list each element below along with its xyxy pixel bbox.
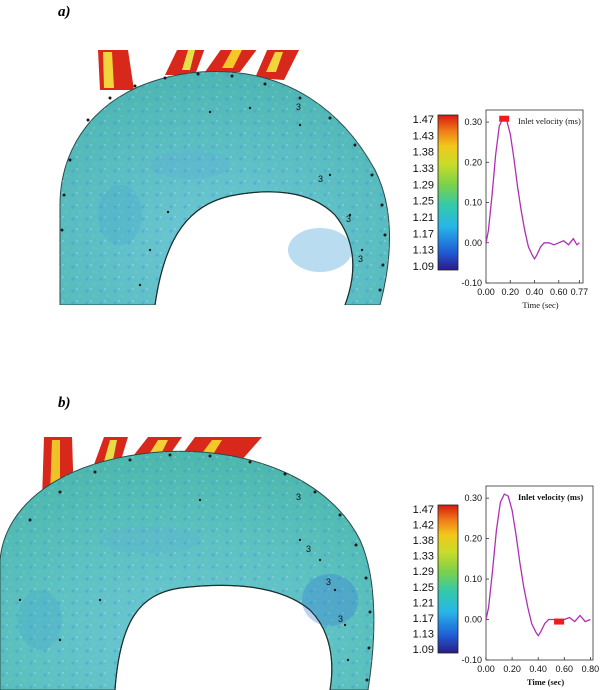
panel-b-label: b) (58, 395, 71, 411)
inlet-velocity-chart-a: 0.300.200.100.00-0.100.00 0.20 0.40 0.60 0.7… (461, 109, 589, 310)
x-tick-label: 0.20 (501, 287, 519, 297)
current-time-marker (554, 618, 565, 625)
colorbar-b: 1.47 1.42 1.38 1.33 1.29 1.25 1.21 1.17 1.13 1.09 (413, 504, 459, 656)
y-tick-label: 0.10 (464, 574, 482, 584)
colorbar-tick-label: 1.21 (413, 212, 434, 224)
contour-number-labels-a: 3 3 3 3 (296, 102, 363, 264)
x-tick-label: 0.40 (529, 664, 547, 674)
current-time-marker (499, 115, 510, 122)
colorbar-tick-label: 1.42 (413, 520, 434, 532)
colorbar-tick-label: 1.33 (413, 551, 434, 563)
plot-frame (485, 109, 584, 284)
panel-a-label: a) (58, 4, 71, 20)
colorbar-tick-label: 1.38 (413, 535, 434, 547)
contour-labels-b (18, 453, 372, 682)
contour-number-labels-b: 3 3 3 3 (296, 492, 343, 624)
svg-text:3: 3 (318, 174, 323, 184)
svg-text:3: 3 (306, 544, 311, 554)
colorbar-tick-label: 1.21 (413, 597, 434, 609)
colorbar-tick-label: 1.29 (413, 179, 434, 191)
colorbar-tick-label: 1.25 (413, 582, 434, 594)
colorbar-tick-label: 1.47 (413, 114, 434, 126)
velocity-line (485, 493, 591, 637)
x-tick-label: 0.80 (582, 664, 600, 674)
colorbar-tick-label: 1.29 (413, 566, 434, 578)
svg-text:3: 3 (296, 102, 301, 112)
y-tick-label: 0.30 (464, 117, 482, 127)
x-tick-label: 0.60 (550, 287, 568, 297)
inlet-velocity-chart-b: 0.300.200.100.00-0.100.00 0.20 0.40 0.60 0.8… (461, 485, 600, 687)
y-tick-label: 0.20 (464, 534, 482, 544)
y-tick-label: 0.00 (464, 615, 482, 625)
x-axis-label: Time (sec) (522, 300, 558, 310)
svg-text:3: 3 (338, 614, 343, 624)
colorbar-tick-label: 1.13 (413, 628, 434, 640)
y-tick-label: -0.10 (461, 278, 482, 288)
colorbar-tick-label: 1.47 (413, 504, 434, 516)
colorbar-tick-label: 1.25 (413, 196, 434, 208)
branch-vessels-a (98, 50, 299, 90)
colorbar-tick-label: 1.17 (413, 613, 434, 625)
x-tick-label: 0.00 (477, 287, 495, 297)
plot-frame (485, 485, 594, 661)
svg-text:3: 3 (358, 254, 363, 264)
colorbar-tick-label: 1.38 (413, 147, 434, 159)
colorbar-tick-label: 1.09 (413, 261, 434, 273)
y-tick-label: 0.10 (464, 198, 482, 208)
arch-surface-a: 3 3 3 3 (59, 50, 390, 305)
chart-title: Inlet velocity (ms) (518, 116, 581, 126)
colorbar-tick-label: 1.33 (413, 163, 434, 175)
arch-surface-b: 3 3 3 3 (0, 437, 375, 690)
colorbar-a: 1.47 1.43 1.38 1.33 1.29 1.25 1.21 1.17 1.13 1.09 (413, 114, 459, 273)
svg-text:3: 3 (346, 214, 351, 224)
x-tick-label: 0.00 (477, 664, 495, 674)
colorbar-tick-label: 1.09 (413, 644, 434, 656)
svg-text:3: 3 (326, 577, 331, 587)
x-tick-label: 0.20 (503, 664, 521, 674)
contour-labels-a (60, 72, 387, 292)
velocity-line (485, 117, 580, 261)
y-tick-label: 0.00 (464, 238, 482, 248)
x-axis-label: Time (sec) (527, 677, 565, 687)
x-tick-label: 0.40 (526, 287, 544, 297)
svg-text:3: 3 (296, 492, 301, 502)
y-tick-label: 0.20 (464, 157, 482, 167)
y-tick-label: -0.10 (461, 655, 482, 665)
chart-title: Inlet velocity (ms) (518, 492, 583, 502)
x-tick-label: 0.77 (571, 287, 589, 297)
colorbar-tick-label: 1.17 (413, 228, 434, 240)
colorbar-tick-label: 1.43 (413, 130, 434, 142)
y-tick-label: 0.30 (464, 493, 482, 503)
colorbar-tick-label: 1.13 (413, 245, 434, 257)
x-tick-label: 0.60 (556, 664, 574, 674)
